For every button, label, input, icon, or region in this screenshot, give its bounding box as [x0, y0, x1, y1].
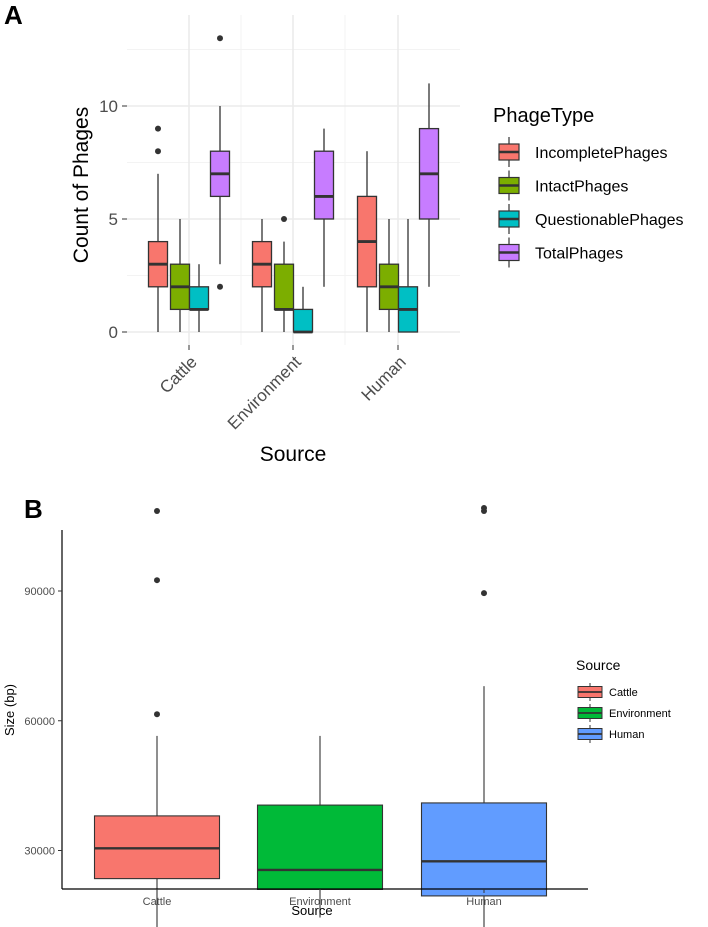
panel-label-a: A	[4, 0, 23, 30]
panel-b-chart: 30000 60000 90000 Cattle Environment Human S…	[2, 504, 671, 927]
panel-b-legend-cattle-label: Cattle	[609, 687, 638, 699]
panel-b-y-tick-label-2: 90000	[24, 586, 55, 598]
panel-a-incompletephages-cattle-outlier-1	[155, 125, 161, 132]
panel-a-intactphages-environment-outlier-0	[281, 216, 287, 222]
panel-b-x-ticks: Cattle Environment Human	[143, 889, 502, 908]
panel-b-x-axis-title: Source	[291, 903, 332, 918]
panel-b-human-outlier-0	[481, 590, 487, 597]
panel-b-y-axis-title: Size (bp)	[2, 684, 17, 736]
panel-b-x-tick-label-cattle: Cattle	[143, 896, 172, 908]
panel-label-b: B	[24, 494, 43, 524]
panel-a-y-tick-label-0: 0	[109, 323, 118, 342]
panel-b-legend-title: Source	[576, 657, 621, 673]
panel-b-axes	[61, 530, 588, 890]
panel-b-boxes	[93, 504, 548, 927]
panel-a-legend-totalphages-label: TotalPhages	[535, 246, 623, 263]
panel-a-totalphages-cattle-outlier-0	[217, 283, 223, 290]
panel-a-x-tick-label-human: Human	[358, 352, 410, 404]
panel-b-legend: Source Cattle Environment Human	[576, 657, 671, 743]
panel-a-intactphages-environment-box	[273, 263, 295, 311]
panel-a-incompletephages-cattle-outlier-0	[155, 148, 161, 155]
panel-b-cattle-outlier-2	[154, 507, 160, 514]
panel-a-x-ticks: Cattle Environment Human	[156, 345, 410, 433]
panel-a-x-axis-title: Source	[260, 443, 327, 466]
panel-a-questionablephages-cattle-box	[188, 286, 210, 311]
panel-a-boxes	[147, 35, 440, 334]
panel-a-totalphages-cattle-outlier-1	[217, 35, 223, 42]
panel-b-y-tick-label-1: 60000	[24, 716, 55, 728]
panel-a-legend-questionablephages-label: QuestionablePhages	[535, 212, 684, 229]
panel-b-y-tick-label-0: 30000	[24, 846, 55, 858]
panel-b-y-ticks: 30000 60000 90000	[24, 586, 62, 858]
panel-b-environment-box	[256, 804, 384, 890]
panel-b-x-tick-label-human: Human	[466, 896, 501, 908]
panel-a-totalphages-environment-box	[313, 150, 335, 220]
panel-a-legend-incompletephages-label: IncompletePhages	[535, 145, 668, 162]
panel-b-legend-human-label: Human	[609, 729, 644, 741]
panel-a-chart: 0 5 10 Cattle Environment Human Count of Pha…	[70, 15, 684, 466]
panel-a-legend-intactphages-label: IntactPhages	[535, 179, 628, 196]
panel-a-y-axis-title: Count of Phages	[70, 107, 93, 263]
panel-a-questionablephages-environment-box	[292, 308, 314, 333]
panel-b-x-tick-label-environment: Environment	[289, 896, 351, 908]
panel-a-legend-title: PhageType	[493, 105, 594, 127]
panel-a-x-tick-label-environment: Environment	[224, 352, 305, 433]
panel-a-y-tick-label-1: 5	[109, 210, 118, 229]
panel-a-legend: PhageType IncompletePhages IntactPhages Qu…	[493, 105, 684, 268]
panel-b-cattle-outlier-0	[154, 711, 160, 718]
panel-b-human-outlier-2	[481, 504, 487, 511]
panel-a-y-ticks: 0 5 10	[99, 97, 127, 342]
panel-b-legend-environment-label: Environment	[609, 708, 671, 720]
panel-a-x-tick-label-cattle: Cattle	[156, 352, 201, 397]
panel-b-cattle-outlier-1	[154, 577, 160, 584]
panel-b-human-box	[420, 802, 548, 897]
panel-a-y-tick-label-2: 10	[99, 97, 118, 116]
